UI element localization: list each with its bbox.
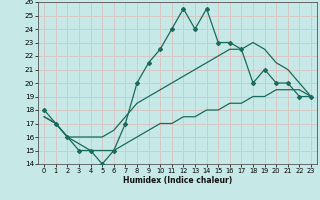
X-axis label: Humidex (Indice chaleur): Humidex (Indice chaleur) (123, 176, 232, 185)
